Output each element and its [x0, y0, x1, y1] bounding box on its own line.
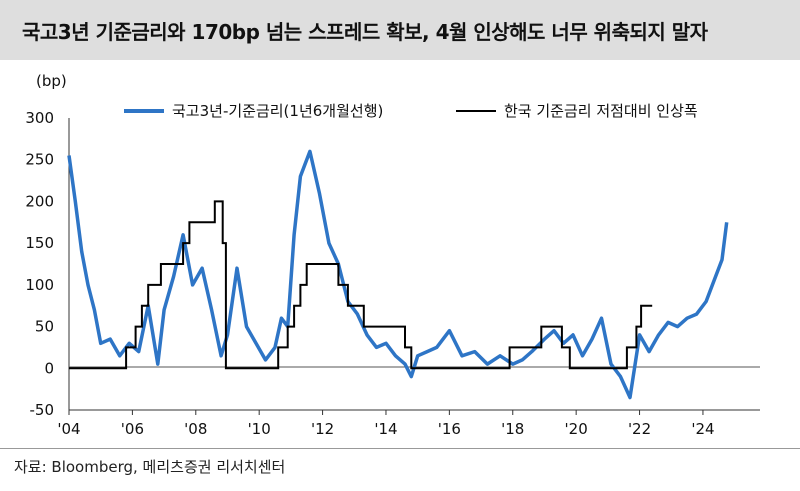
x-ticks: '04 '06 '08 '10 '12 '14 '16 '18 '20 '22 '24	[57, 420, 714, 438]
y-tick-label: 200	[25, 192, 54, 210]
x-tick-label: '16	[438, 420, 461, 438]
series-line-rate-hike	[69, 200, 653, 370]
y-tick-label: 300	[25, 109, 54, 127]
x-tick-marks	[68, 410, 704, 415]
x-tick-label: '18	[501, 420, 524, 438]
x-tick-label: '14	[374, 420, 397, 438]
chart-title: 국고3년 기준금리와 170bp 넘는 스프레드 확보, 4월 인상해도 너무 …	[22, 20, 708, 44]
legend: 국고3년-기준금리(1년6개월선행) 한국 기준금리 저점대비 인상폭	[124, 102, 698, 120]
y-ticks: 300 250 200 150 100 50 0 -50	[25, 109, 54, 419]
x-tick-label: '06	[121, 420, 144, 438]
y-tick-label: 150	[25, 234, 54, 252]
x-tick-label: '04	[57, 420, 80, 438]
y-tick-label: 50	[35, 318, 54, 336]
y-tick-label: 100	[25, 276, 54, 294]
y-tick-label: 250	[25, 151, 54, 169]
y-tick-label: 0	[44, 359, 54, 377]
x-tick-label: '12	[311, 420, 334, 438]
x-tick-label: '10	[248, 420, 271, 438]
x-tick-label: '20	[565, 420, 588, 438]
legend-label-spread: 국고3년-기준금리(1년6개월선행)	[172, 102, 383, 120]
legend-label-rate-hike: 한국 기준금리 저점대비 인상폭	[504, 102, 698, 120]
y-tick-label: -50	[30, 401, 55, 419]
title-bar: 국고3년 기준금리와 170bp 넘는 스프레드 확보, 4월 인상해도 너무 …	[0, 0, 800, 60]
source-note: 자료: Bloomberg, 메리츠증권 리서치센터	[14, 458, 286, 476]
x-tick-label: '24	[691, 420, 714, 438]
bottom-rule	[0, 448, 800, 449]
x-tick-label: '08	[184, 420, 207, 438]
series-line-spread	[67, 149, 729, 400]
x-tick-label: '22	[628, 420, 651, 438]
y-axis-unit: (bp)	[36, 72, 67, 90]
